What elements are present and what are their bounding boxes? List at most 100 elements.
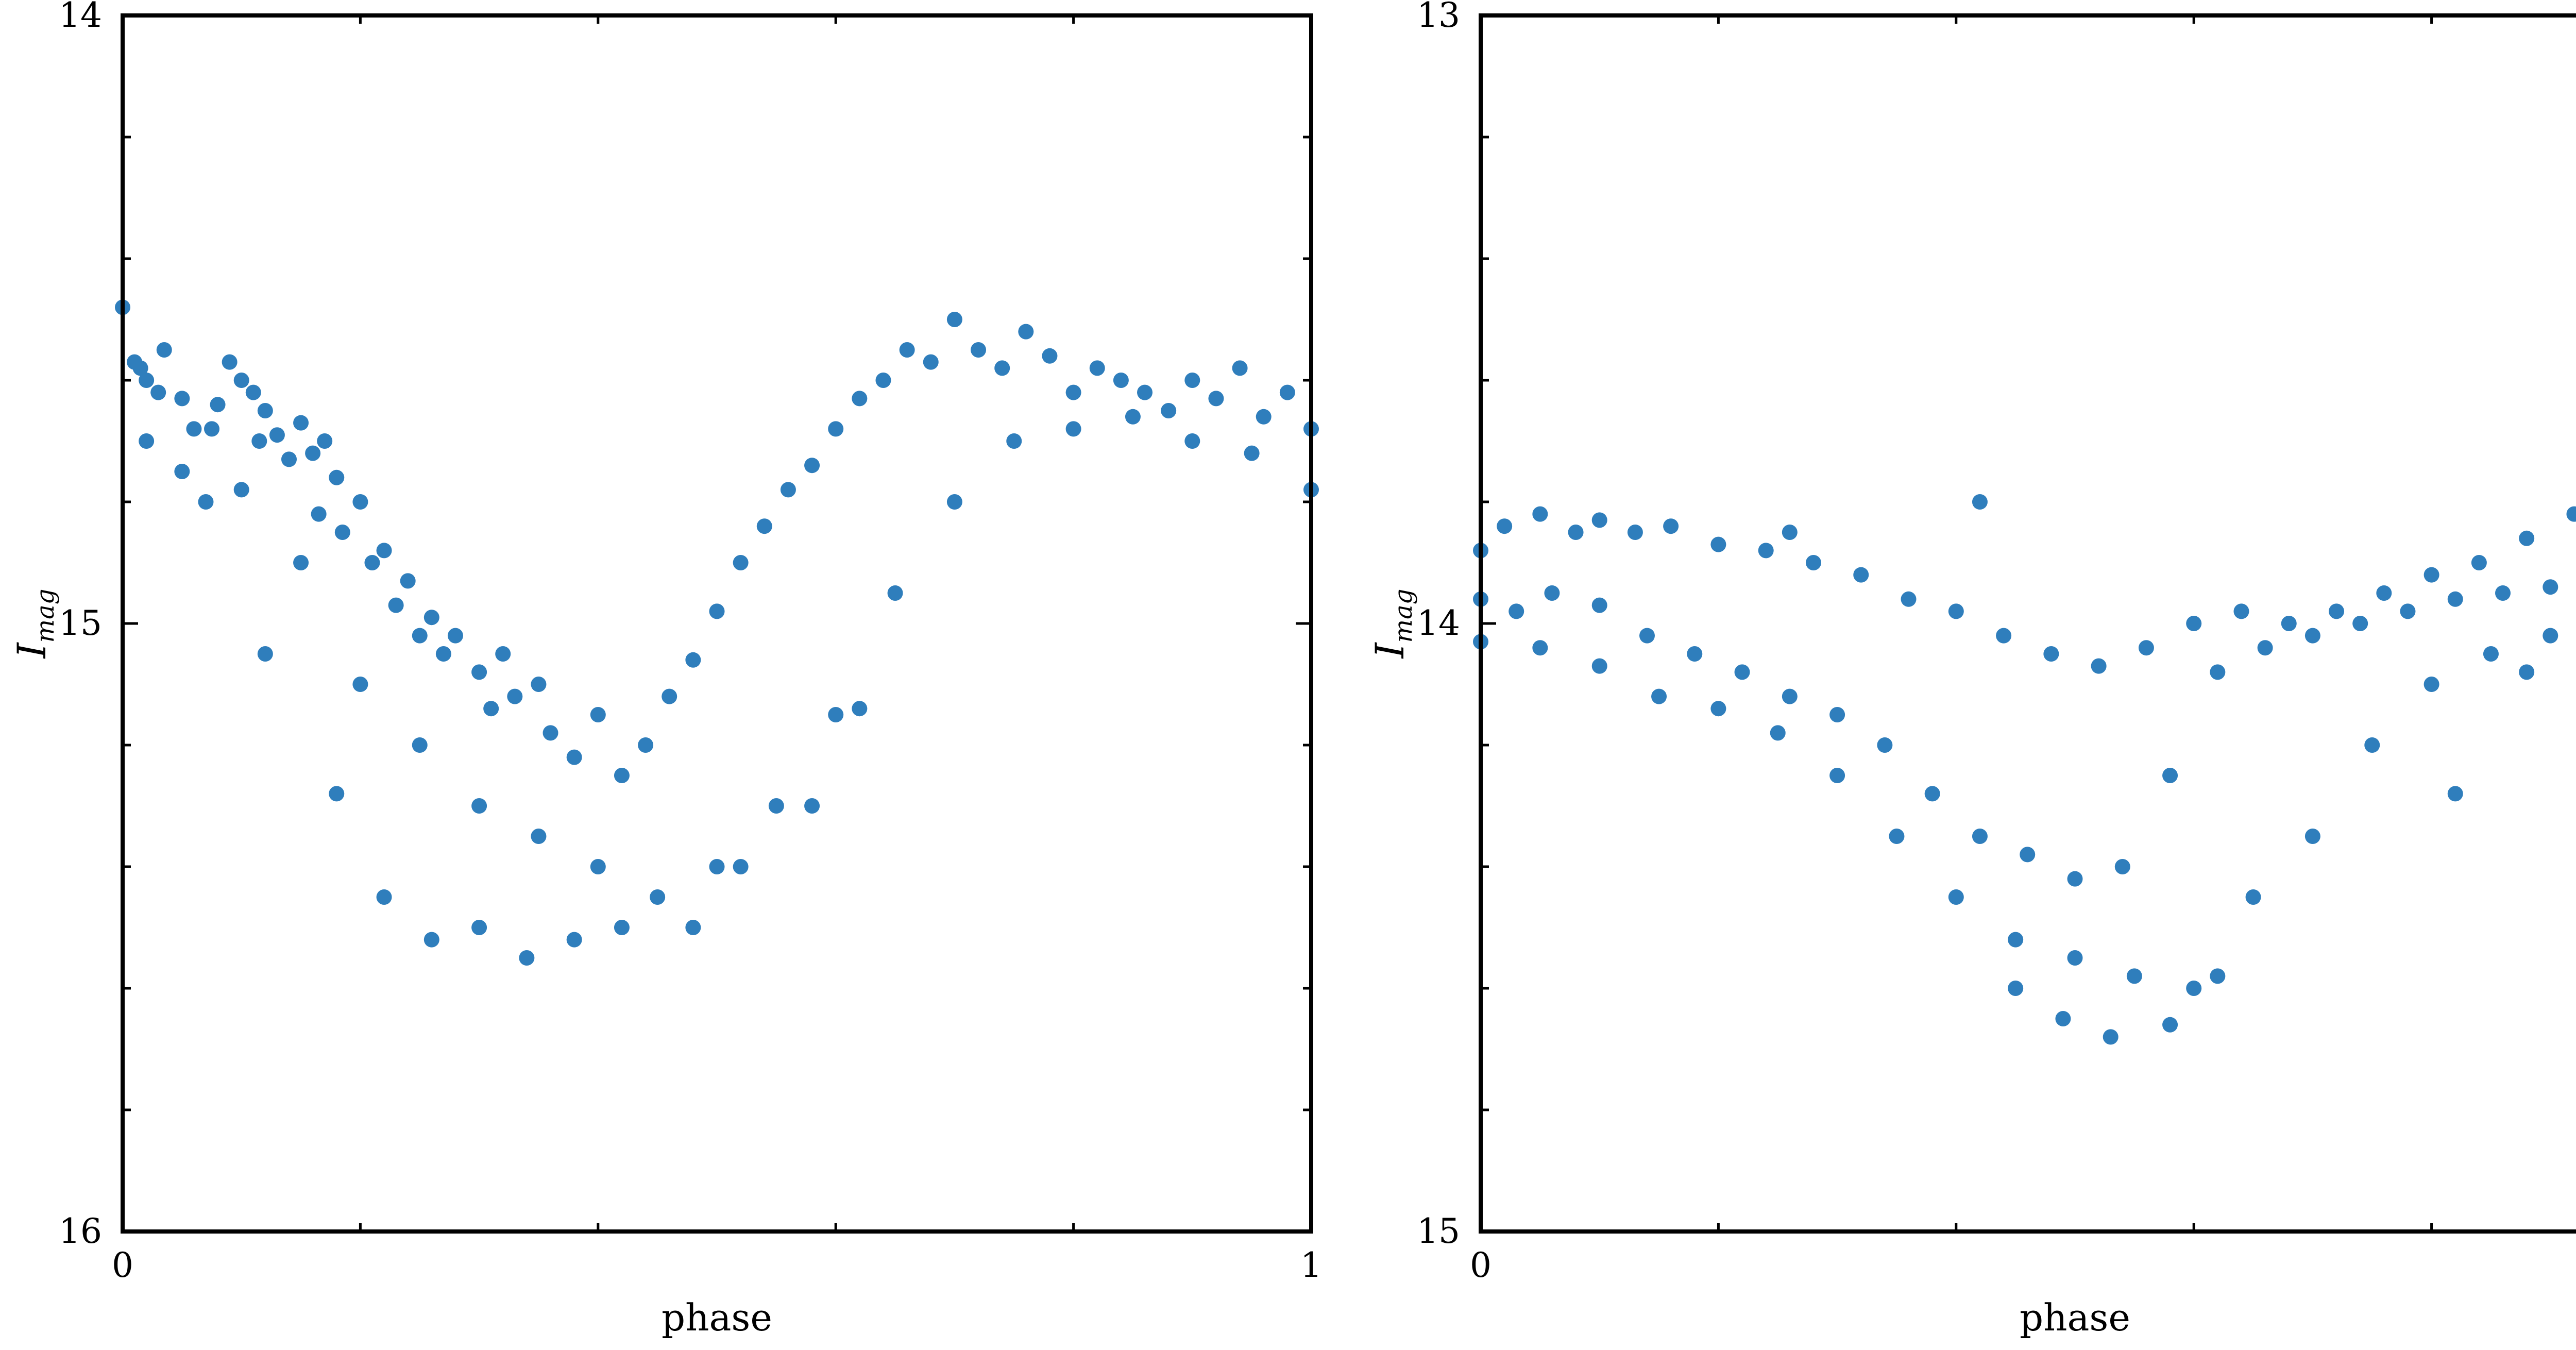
data-point: [543, 725, 558, 741]
data-point: [1244, 445, 1260, 461]
data-point: [1568, 525, 1584, 540]
data-point: [2114, 859, 2130, 874]
x-tick-label: 1: [1300, 1245, 1322, 1285]
data-point: [233, 373, 249, 388]
data-point: [2543, 628, 2558, 644]
data-point: [269, 427, 285, 443]
data-point: [1509, 603, 1524, 619]
data-point: [471, 664, 487, 680]
data-point: [334, 525, 350, 540]
data-point: [2162, 1017, 2178, 1033]
data-point: [210, 397, 226, 413]
plot-frame: [121, 13, 1313, 1234]
data-point: [156, 342, 172, 358]
data-point: [186, 421, 202, 437]
data-point: [566, 749, 582, 765]
data-point: [471, 920, 487, 935]
data-point: [2008, 981, 2024, 996]
data-point: [971, 342, 987, 358]
data-point: [1042, 348, 1058, 364]
data-point: [899, 342, 915, 358]
data-point: [1639, 628, 1655, 644]
data-point: [2043, 646, 2059, 662]
data-point: [2186, 981, 2202, 996]
data-point: [875, 373, 891, 388]
data-point: [376, 889, 392, 905]
data-point: [364, 555, 380, 570]
data-point: [1877, 737, 1893, 753]
data-point: [222, 354, 238, 370]
y-tick-label: 14: [1417, 603, 1460, 643]
data-point: [376, 543, 392, 559]
data-point: [531, 677, 547, 692]
data-point: [1591, 658, 1607, 674]
data-point: [1805, 555, 1821, 570]
data-point: [1758, 543, 1774, 559]
data-point: [281, 451, 297, 467]
data-point: [132, 360, 148, 376]
data-point: [412, 628, 428, 644]
data-point: [780, 482, 796, 498]
data-point: [828, 421, 844, 437]
data-point: [412, 737, 428, 753]
data-point: [1161, 403, 1177, 418]
y-tick-label: 14: [59, 0, 102, 35]
data-point: [329, 786, 345, 802]
x-tick-label: 0: [1470, 1245, 1492, 1285]
data-point: [2020, 847, 2036, 863]
data-point: [590, 859, 606, 874]
data-point: [2566, 506, 2576, 522]
data-point: [2329, 603, 2345, 619]
data-point: [174, 391, 190, 407]
data-point: [614, 920, 630, 935]
data-point: [305, 445, 321, 461]
data-point: [1089, 360, 1105, 376]
data-point: [352, 494, 368, 510]
data-point: [2138, 640, 2154, 656]
data-point: [887, 585, 903, 601]
data-point: [2424, 677, 2439, 692]
data-point: [2186, 616, 2202, 631]
data-point: [245, 384, 261, 400]
data-point: [1544, 585, 1560, 601]
data-point: [2543, 579, 2558, 595]
data-point: [400, 573, 416, 589]
data-point: [685, 652, 701, 668]
data-point: [1948, 889, 1964, 905]
data-point: [1948, 603, 1964, 619]
data-point: [257, 646, 273, 662]
data-point: [2103, 1029, 2119, 1045]
data-point: [329, 469, 345, 485]
data-point: [2126, 968, 2142, 984]
data-point: [1651, 688, 1667, 704]
data-point: [1125, 409, 1141, 425]
data-point: [566, 932, 582, 948]
data-point: [483, 701, 499, 717]
data-point: [1627, 525, 1643, 540]
data-point: [2471, 555, 2487, 570]
data-point: [1279, 384, 1295, 400]
data-point: [2055, 1011, 2071, 1026]
data-point: [423, 610, 439, 626]
y-tick-label: 15: [59, 603, 102, 643]
data-point: [614, 768, 630, 783]
data-point: [1889, 829, 1905, 844]
data-point: [1532, 640, 1548, 656]
data-point: [317, 433, 333, 449]
data-point: [2304, 628, 2320, 644]
data-point: [2162, 768, 2178, 783]
data-point: [531, 829, 547, 844]
data-point: [709, 603, 725, 619]
data-point: [1006, 433, 1022, 449]
data-point: [435, 646, 451, 662]
data-point: [1687, 646, 1703, 662]
data-point: [1065, 384, 1081, 400]
data-point: [2008, 932, 2024, 948]
data-point: [638, 737, 654, 753]
data-point: [251, 433, 267, 449]
data-point: [1497, 518, 1513, 534]
data-point: [2067, 871, 2083, 887]
data-point: [1710, 701, 1726, 717]
y-axis-label-main: I: [1367, 642, 1413, 659]
